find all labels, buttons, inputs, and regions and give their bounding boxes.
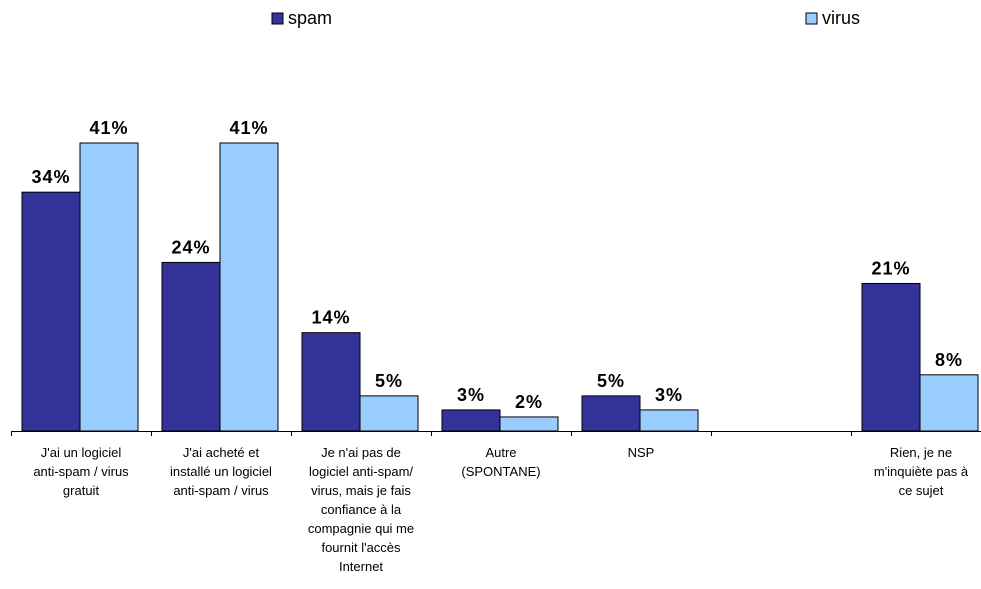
data-label-virus-2: 5%	[375, 371, 403, 391]
data-label-virus-4: 3%	[655, 385, 683, 405]
category-label-4: NSP	[628, 445, 655, 460]
data-label-spam-1: 24%	[171, 237, 210, 257]
legend: spam virus	[271, 8, 860, 28]
bar-spam-4	[581, 395, 641, 432]
data-label-spam-2: 14%	[311, 308, 350, 328]
bar-spam-3	[441, 409, 501, 432]
data-label-virus-3: 2%	[515, 392, 543, 412]
bar-virus-0	[79, 142, 139, 432]
category-label-3: Autre (SPONTANE)	[461, 445, 540, 479]
category-label-1: J'ai acheté et installé un logiciel anti-s…	[170, 445, 272, 498]
legend-label-spam: spam	[288, 8, 332, 28]
x-axis: J'ai un logiciel anti-spam / virus gratuit…	[11, 431, 981, 574]
bar-virus-4	[639, 409, 699, 432]
bar-spam-0	[21, 191, 81, 432]
bars	[21, 142, 979, 432]
data-label-virus-0: 41%	[89, 118, 128, 138]
legend-swatch-spam	[271, 12, 284, 25]
data-label-spam-4: 5%	[597, 371, 625, 391]
bar-virus-1	[219, 142, 279, 432]
data-label-spam-0: 34%	[31, 167, 70, 187]
data-label-virus-1: 41%	[229, 118, 268, 138]
data-label-spam-6: 21%	[871, 258, 910, 278]
bar-virus-2	[359, 395, 419, 432]
bar-spam-1	[161, 261, 221, 432]
legend-swatch-virus	[805, 12, 818, 25]
bar-virus-6	[919, 374, 979, 432]
legend-label-virus: virus	[822, 8, 860, 28]
data-labels: 34% 41% 24% 41% 14% 5% 3% 2% 5% 3% 21% 8%	[31, 118, 963, 412]
data-label-spam-3: 3%	[457, 385, 485, 405]
category-label-6: Rien, je ne m'inquiète pas à ce sujet	[874, 445, 969, 498]
data-label-virus-6: 8%	[935, 350, 963, 370]
category-label-0: J'ai un logiciel anti-spam / virus gratuit	[33, 445, 129, 498]
bar-spam-2	[301, 332, 361, 432]
category-label-2: Je n'ai pas de logiciel anti-spam/virus, …	[308, 445, 414, 574]
bar-spam-6	[861, 282, 921, 432]
bar-virus-3	[499, 416, 559, 432]
